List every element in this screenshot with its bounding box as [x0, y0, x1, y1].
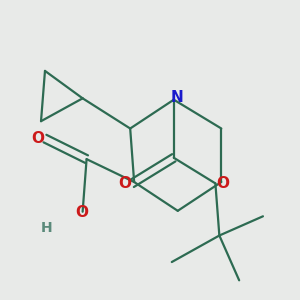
Text: H: H: [41, 221, 53, 235]
Text: O: O: [31, 131, 44, 146]
Text: O: O: [75, 205, 88, 220]
Text: O: O: [118, 176, 131, 191]
Text: N: N: [171, 90, 183, 105]
Text: O: O: [216, 176, 229, 191]
